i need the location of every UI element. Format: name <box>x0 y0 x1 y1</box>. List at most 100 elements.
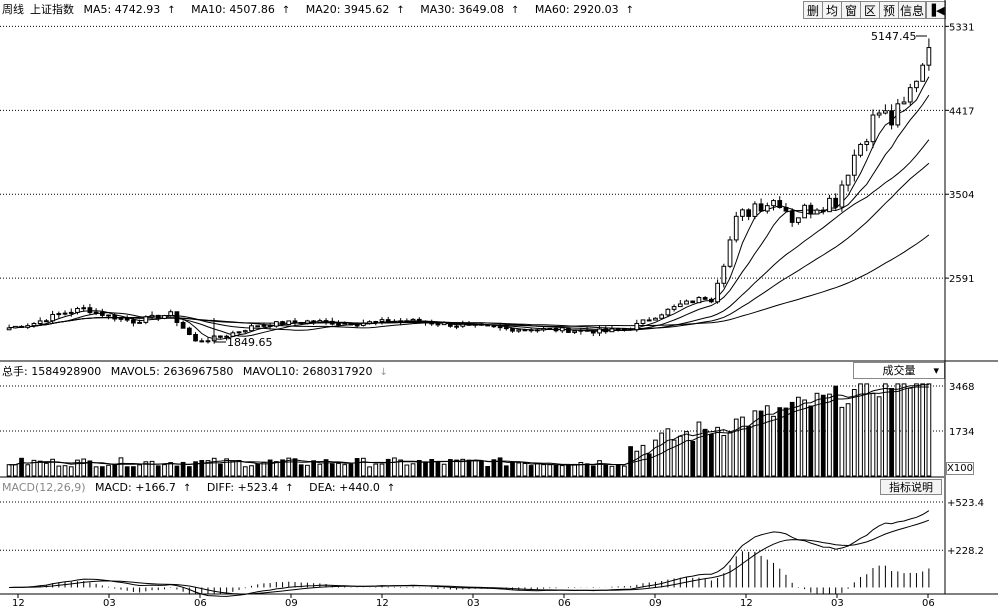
volume-bar <box>926 383 932 477</box>
ma30-line <box>9 162 930 330</box>
down-candle <box>702 297 708 300</box>
up-candle <box>883 110 888 114</box>
up-candle <box>249 325 254 332</box>
volume-bar <box>702 428 708 477</box>
range-button[interactable]: 区 <box>860 1 880 19</box>
window-button[interactable]: 窗 <box>841 1 861 19</box>
volume-bar <box>298 464 304 477</box>
time-tick-label: 09 <box>285 598 298 608</box>
down-candle <box>311 320 316 323</box>
up-candle <box>547 327 553 330</box>
down-candle <box>497 326 503 329</box>
volume-header: 总手: 1584928900 MAVOL5: 2636967580 MAVOL1… <box>2 364 400 380</box>
price-tick-label: 5331 <box>949 22 974 33</box>
up-candle <box>771 200 776 207</box>
volume-bar <box>454 459 459 477</box>
up-arrow-icon: ↑ <box>396 5 405 16</box>
volume-bar <box>851 389 857 477</box>
down-candle <box>485 324 491 327</box>
up-candle <box>460 323 466 327</box>
volume-bar <box>503 465 509 477</box>
down-candle <box>783 206 789 212</box>
indicator-explain-button[interactable]: 指标说明 <box>880 479 942 495</box>
up-arrow-icon: ↑ <box>167 5 176 16</box>
up-candle <box>106 314 111 317</box>
up-candle <box>876 112 882 116</box>
ma5-value: MA5: 4742.93 ↑ <box>83 3 176 16</box>
volume-bar <box>590 465 596 477</box>
volume-bar <box>143 461 149 477</box>
volume-bar <box>31 459 37 477</box>
up-candle <box>522 329 528 332</box>
up-candle <box>740 209 745 217</box>
info-button[interactable]: 信息 <box>898 1 926 19</box>
up-candle <box>472 323 478 326</box>
volume-bar <box>920 383 926 477</box>
volume-bar <box>174 465 180 477</box>
volume-bar <box>833 385 839 477</box>
volume-bar <box>230 460 236 477</box>
down-candle <box>255 325 261 328</box>
volume-bar <box>435 461 441 477</box>
up-candle <box>609 328 615 333</box>
volume-bar <box>460 458 466 477</box>
up-candle <box>572 330 578 333</box>
total-volume: 总手: 1584928900 <box>2 365 102 378</box>
volume-bar <box>44 462 49 477</box>
volume-bar <box>124 466 130 477</box>
volume-bar <box>584 463 590 477</box>
volume-bar <box>280 459 285 477</box>
down-candle <box>566 327 571 333</box>
down-candle <box>628 328 633 331</box>
up-candle <box>864 141 870 145</box>
down-candle <box>416 318 422 323</box>
back-to-start-icon[interactable]: ▐◀ <box>926 1 946 19</box>
up-candle <box>796 217 801 223</box>
down-candle <box>199 340 205 343</box>
up-candle <box>622 328 627 331</box>
delete-button[interactable]: 删 <box>803 1 823 19</box>
time-tick-label: 12 <box>740 598 753 608</box>
up-candle <box>379 319 385 322</box>
up-candle <box>541 328 546 331</box>
up-candle <box>50 313 55 322</box>
down-candle <box>510 328 515 332</box>
volume-bar <box>907 387 913 477</box>
volume-bar <box>193 461 198 477</box>
volume-bar <box>149 460 155 477</box>
average-button[interactable]: 均 <box>822 1 842 19</box>
volume-bar <box>423 461 428 477</box>
volume-bar <box>398 459 404 477</box>
volume-bar <box>416 460 422 477</box>
down-candle <box>590 330 596 334</box>
indicator-dropdown[interactable]: 成交量 ▾ <box>853 362 945 379</box>
up-candle <box>367 321 372 324</box>
down-candle <box>267 324 273 327</box>
up-candle <box>764 205 770 212</box>
up-candle <box>242 330 248 333</box>
up-candle <box>25 325 31 328</box>
down-candle <box>124 317 130 321</box>
volume-bar <box>864 383 870 477</box>
up-candle <box>317 320 323 323</box>
volume-bar <box>242 466 248 477</box>
up-candle <box>336 323 341 326</box>
down-candle <box>615 328 621 331</box>
up-arrow-icon: ↑ <box>285 483 294 494</box>
up-candle <box>373 320 379 323</box>
up-candle <box>81 307 87 310</box>
up-candle <box>149 314 155 318</box>
volume-bar <box>789 401 795 477</box>
volume-bar <box>771 415 776 477</box>
volume-bar <box>671 439 677 477</box>
volume-bar <box>559 465 565 477</box>
down-candle <box>584 329 590 332</box>
up-candle <box>404 320 410 323</box>
up-candle <box>56 313 62 316</box>
forecast-button[interactable]: 预 <box>879 1 899 19</box>
ma10-line <box>9 94 930 337</box>
volume-bar <box>6 464 12 477</box>
up-candle <box>62 312 68 315</box>
ma5-line <box>9 76 930 340</box>
